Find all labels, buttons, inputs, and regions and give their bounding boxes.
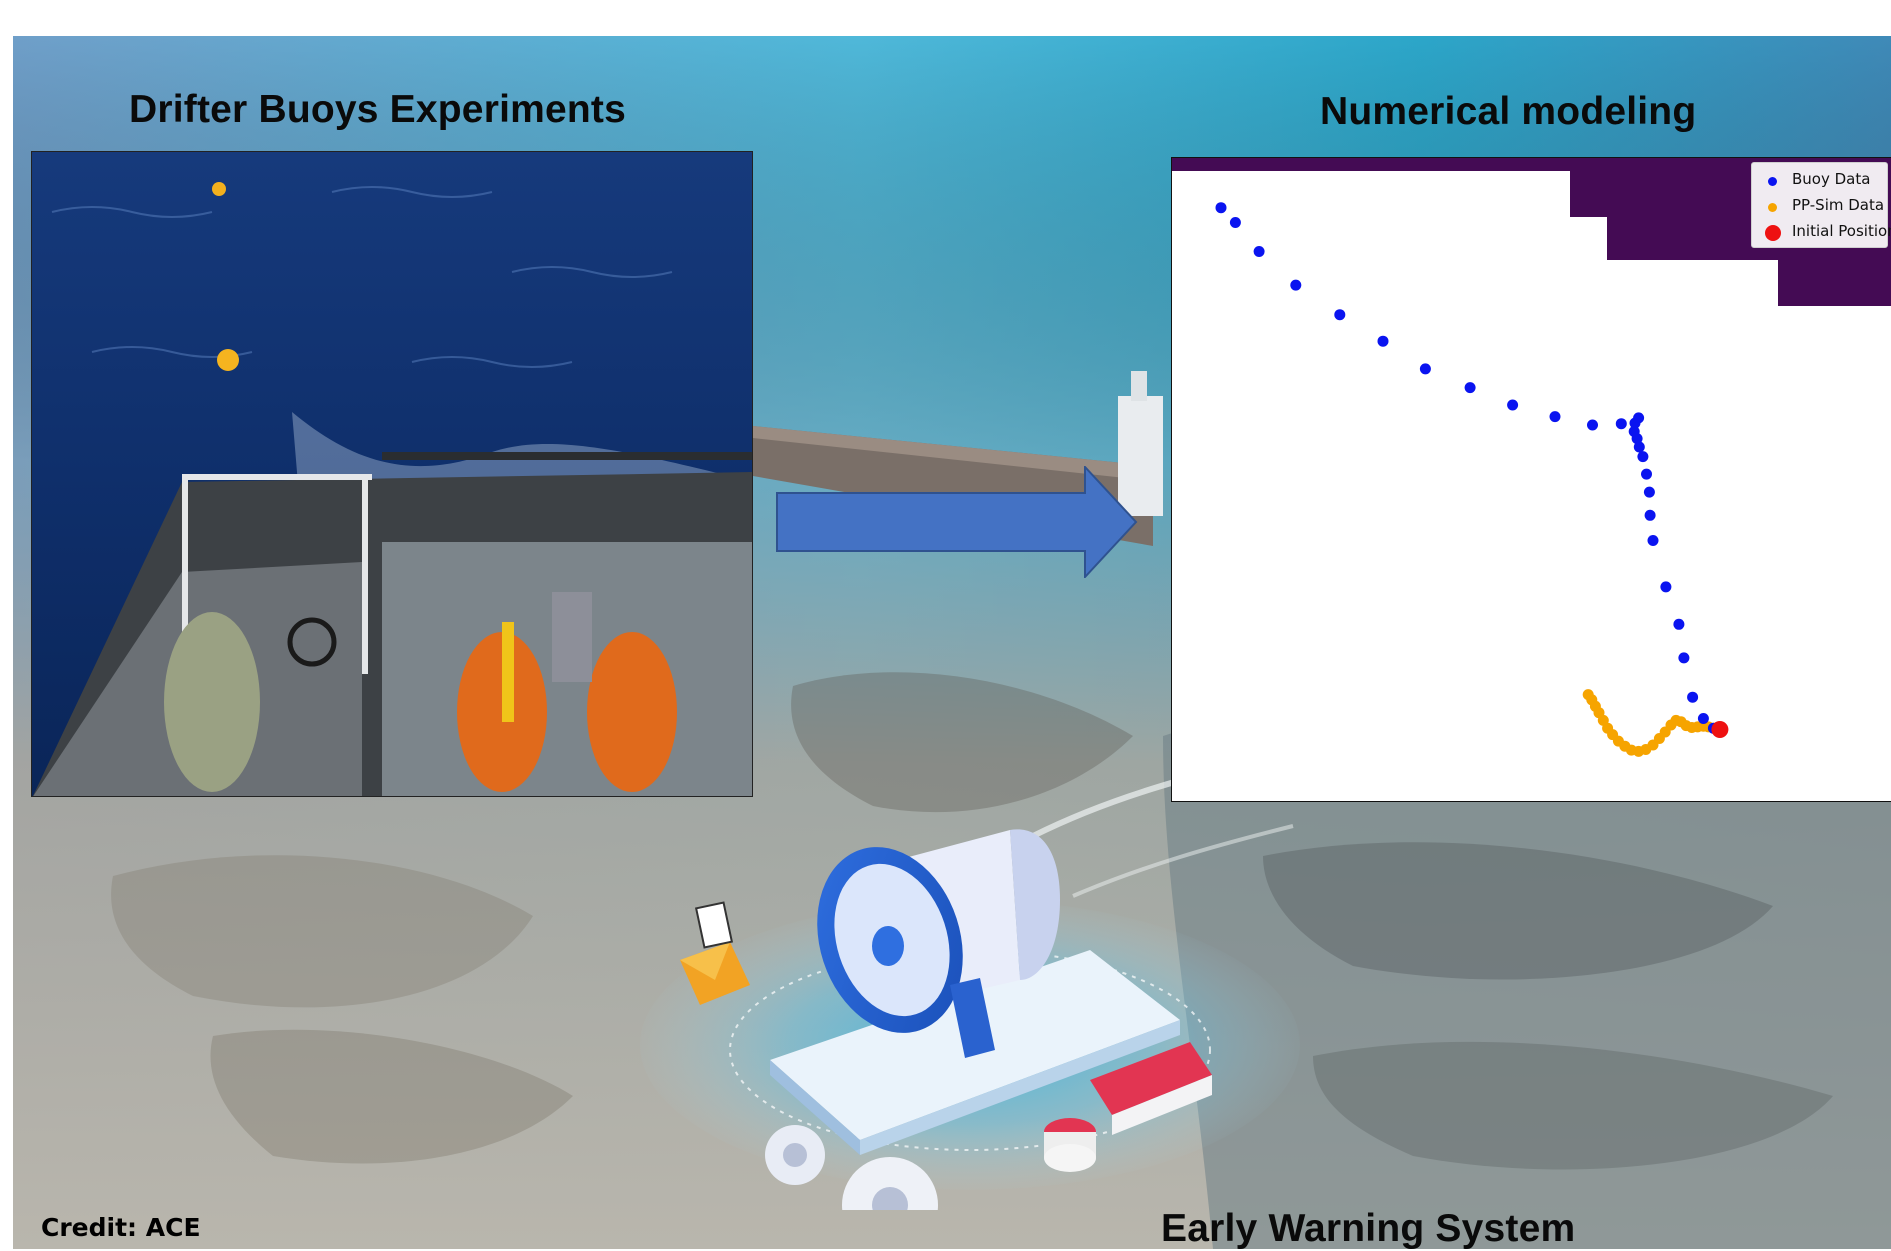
legend-label-buoy: Buoy Data (1792, 170, 1871, 188)
legend-item-initial: Initial Position (1752, 219, 1891, 245)
point-buoy-data-13 (1633, 412, 1645, 424)
title-early-warning: Early Warning System (1161, 1207, 1576, 1250)
buoy-2 (217, 349, 239, 371)
point-buoy-data-9 (1549, 411, 1561, 423)
point-buoy-data-26 (1697, 713, 1709, 724)
point-buoy-data-5 (1377, 335, 1389, 347)
point-buoy-data-1 (1229, 217, 1241, 228)
chart-legend: Buoy Data PP-Sim Data Initial Position (1751, 162, 1891, 248)
credit-label: Credit: ACE (41, 1213, 201, 1242)
drifter-buoys-photo (31, 151, 753, 797)
point-buoy-data-6 (1419, 363, 1431, 375)
legend-marker-initial (1765, 225, 1781, 241)
legend-label-initial: Initial Position (1792, 222, 1891, 240)
point-buoy-data-22 (1660, 581, 1672, 593)
boat-deck-illustration (32, 152, 752, 796)
land-mask-top (1172, 158, 1891, 171)
megaphone-icon (640, 829, 1300, 1210)
point-buoy-data-20 (1644, 509, 1656, 521)
legend-marker-sim (1768, 203, 1777, 212)
trajectory-chart (1172, 158, 1891, 757)
point-buoy-data-10 (1587, 419, 1598, 431)
point-buoy-data-0 (1215, 202, 1227, 214)
point-buoy-data-21 (1647, 535, 1659, 546)
point-buoy-data-19 (1643, 486, 1655, 498)
point-buoy-data-15 (1631, 433, 1643, 445)
numerical-model-plot: Buoy Data PP-Sim Data Initial Position (1171, 157, 1891, 802)
point-buoy-data-4 (1334, 309, 1346, 321)
point-buoy-data-7 (1464, 382, 1476, 394)
point-buoy-data-16 (1633, 441, 1645, 453)
legend-label-sim: PP-Sim Data (1792, 196, 1885, 214)
point-buoy-data-11 (1615, 418, 1627, 430)
title-drifter-buoys: Drifter Buoys Experiments (129, 88, 626, 131)
gear-icon (765, 1125, 938, 1210)
legend-item-sim: PP-Sim Data (1752, 193, 1887, 219)
point-buoy-data-8 (1507, 399, 1519, 411)
point-buoy-data-3 (1290, 279, 1302, 291)
legend-item-buoy: Buoy Data (1752, 167, 1887, 193)
alert-block (1090, 1042, 1212, 1115)
title-numerical-modeling: Numerical modeling (1320, 90, 1697, 133)
point-buoy-data-2 (1253, 246, 1265, 257)
buoy-1 (212, 182, 226, 196)
point-buoy-data-17 (1637, 451, 1649, 463)
point-buoy-data-25 (1687, 691, 1699, 703)
point-buoy-data-23 (1673, 618, 1685, 630)
point-buoy-data-18 (1641, 468, 1652, 480)
point-initial-position-0 (1711, 721, 1729, 738)
legend-marker-buoy (1768, 177, 1777, 186)
right-arrow-icon (776, 466, 1138, 578)
point-buoy-data-24 (1678, 652, 1690, 664)
